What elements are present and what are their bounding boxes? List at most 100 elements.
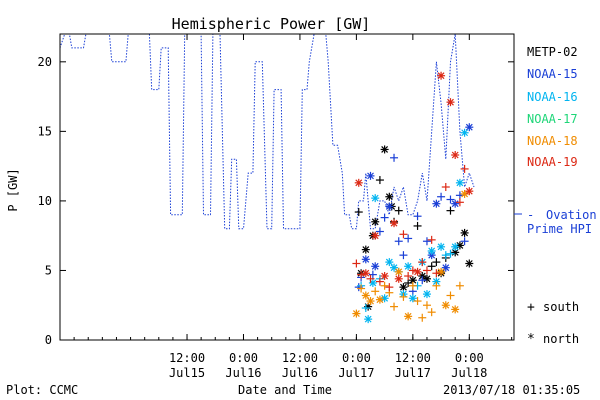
south-point xyxy=(375,277,384,286)
series-noaa-19 xyxy=(352,71,474,292)
legend-south-label: south xyxy=(543,300,579,314)
north-point xyxy=(437,71,446,80)
x-tick-date: Jul15 xyxy=(169,366,205,380)
south-point xyxy=(399,251,408,260)
plot-timestamp: 2013/07/18 01:35:05 xyxy=(443,383,580,397)
south-point xyxy=(385,283,394,292)
plot-credit: Plot: CCMC xyxy=(6,383,78,397)
y-axis: 0 5 10 15 20 xyxy=(38,55,514,347)
south-point xyxy=(399,292,408,301)
south-point xyxy=(413,221,422,230)
plot-area xyxy=(59,33,515,341)
north-point xyxy=(404,312,413,321)
x-tick-date: Jul18 xyxy=(451,366,487,380)
north-point xyxy=(361,269,370,278)
north-point xyxy=(364,315,373,324)
south-point xyxy=(441,183,450,191)
north-point xyxy=(361,291,370,300)
north-point xyxy=(394,274,403,283)
south-point xyxy=(368,270,377,279)
north-point xyxy=(371,194,380,203)
legend-north-marker: * xyxy=(527,332,535,347)
series-noaa-18 xyxy=(352,189,469,322)
south-point xyxy=(427,235,436,244)
legend-model-marker: - xyxy=(527,208,541,222)
x-tick-date: Jul17 xyxy=(395,366,431,380)
north-point xyxy=(385,258,394,267)
x-axis-label: Date and Time xyxy=(238,383,332,397)
south-point xyxy=(460,237,469,246)
north-point xyxy=(390,219,399,228)
y-tick-label: 0 xyxy=(45,333,52,347)
north-point xyxy=(399,283,408,292)
legend-model-name-line2: Prime HPI xyxy=(527,222,592,236)
y-tick-label: 5 xyxy=(45,263,52,277)
south-point xyxy=(390,153,399,162)
x-tick-time: 0:00 xyxy=(229,351,258,365)
south-point xyxy=(413,212,422,221)
south-point xyxy=(352,259,361,268)
north-point xyxy=(380,145,389,154)
north-point xyxy=(451,242,460,251)
x-tick-time: 12:00 xyxy=(282,351,318,365)
south-point xyxy=(446,249,455,258)
south-point xyxy=(375,176,384,185)
series-noaa-16 xyxy=(357,128,469,324)
legend-entry-noaa-17: NOAA-17 xyxy=(527,112,578,126)
south-point xyxy=(422,237,431,246)
y-axis-label: P [GW] xyxy=(6,168,20,211)
south-point xyxy=(446,195,455,204)
south-point xyxy=(375,227,384,236)
satellite-points-layer xyxy=(352,71,474,324)
north-point xyxy=(352,309,361,318)
x-tick-time: 12:00 xyxy=(395,351,431,365)
legend-entry-noaa-19: NOAA-19 xyxy=(527,155,578,169)
north-point xyxy=(366,297,375,306)
north-point xyxy=(385,202,394,211)
south-point xyxy=(354,208,363,217)
y-tick-label: 10 xyxy=(38,194,52,208)
south-point xyxy=(422,266,431,275)
x-tick-date: Jul16 xyxy=(225,366,261,380)
north-point xyxy=(371,231,380,240)
chart-title: Hemispheric Power [GW] xyxy=(172,15,371,33)
ovation-hpi-line xyxy=(60,34,475,230)
legend-entry-noaa-18: NOAA-18 xyxy=(527,134,578,148)
north-point xyxy=(375,295,384,304)
south-point xyxy=(427,308,436,317)
south-point xyxy=(460,164,469,173)
north-point xyxy=(366,171,375,180)
north-point xyxy=(354,178,363,187)
south-point xyxy=(437,192,446,201)
south-point xyxy=(404,234,413,243)
north-point xyxy=(385,192,394,201)
north-point xyxy=(422,274,431,283)
north-point xyxy=(413,267,422,276)
south-point xyxy=(441,251,450,260)
south-point xyxy=(418,276,427,285)
y-tick-label: 20 xyxy=(38,55,52,69)
north-point xyxy=(394,267,403,276)
south-point xyxy=(399,230,408,239)
north-point xyxy=(432,199,441,208)
north-point xyxy=(361,255,370,264)
north-point xyxy=(451,305,460,314)
plot-frame xyxy=(59,33,515,341)
north-point xyxy=(437,242,446,251)
south-point xyxy=(446,291,455,300)
south-point xyxy=(371,287,380,296)
north-point xyxy=(404,262,413,271)
north-point xyxy=(422,290,431,299)
x-tick-date: Jul17 xyxy=(338,366,374,380)
south-point xyxy=(446,206,455,215)
x-tick-time: 0:00 xyxy=(342,351,371,365)
south-point xyxy=(413,297,422,306)
north-point xyxy=(465,187,474,196)
south-point xyxy=(394,206,403,215)
north-point xyxy=(451,151,460,160)
south-point xyxy=(455,281,464,290)
north-point xyxy=(437,267,446,276)
y-tick-label: 15 xyxy=(38,124,52,138)
legend-south-marker: + xyxy=(527,300,535,315)
